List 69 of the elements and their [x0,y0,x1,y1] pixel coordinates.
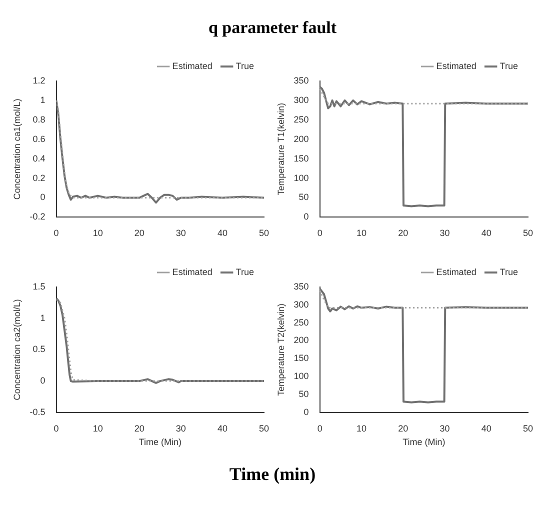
y-tick-label: 0 [304,212,309,222]
y-tick-label: 350 [294,281,309,292]
x-tick-label: 0 [317,423,322,434]
y-tick-label: 1.5 [32,281,46,292]
y-tick-label: 0 [40,376,46,386]
x-tick-label: 0 [54,228,59,238]
x-tick-label: 40 [217,228,228,238]
x-tick-label: 0 [54,423,59,434]
y-tick-label: 0.4 [32,153,46,164]
y-tick-label: 350 [294,75,309,86]
y-tick-label: 50 [298,192,309,202]
x-tick-label: 50 [522,228,533,238]
y-tick-label: 1.2 [32,75,46,86]
y-tick-label: 100 [294,172,309,183]
y-tick-label: 200 [294,335,309,346]
legend-label: True [236,60,254,71]
y-tick-label: 250 [294,317,309,328]
y-tick-label: 200 [294,134,309,144]
y-tick-label: -0.5 [30,406,46,417]
x-axis-title: Time (Min) [402,437,446,448]
y-tick-label: 50 [298,388,309,399]
x-tick-label: 0 [317,228,322,238]
y-tick-label: 0 [304,406,309,417]
x-tick-label: 10 [356,228,366,238]
legend-label: Estimated [436,266,476,277]
x-tick-label: 10 [356,423,366,434]
y-tick-label: -0.2 [30,212,46,222]
y-tick-label: 150 [294,153,309,164]
x-tick-label: 20 [398,423,408,434]
y-tick-label: 300 [294,94,309,105]
y-tick-label: 0.8 [32,114,46,124]
y-tick-label: 0.5 [32,344,46,354]
text: Time (min) [228,463,317,485]
y-tick-label: 150 [294,353,309,364]
legend-label: Estimated [172,60,212,71]
y-tick-label: 0.6 [32,134,46,144]
x-tick-label: 40 [481,228,492,238]
x-tick-label: 20 [134,228,144,238]
x-tick-label: 40 [481,423,492,434]
x-tick-label: 50 [258,423,269,434]
y-tick-label: 1 [40,94,46,105]
x-tick-label: 30 [440,228,450,238]
chart-title: q parameter fault [207,17,338,39]
y-tick-label: 0 [40,192,46,202]
x-tick-label: 30 [176,228,186,238]
legend-label: Estimated [436,60,476,71]
x-tick-label: 10 [92,423,103,434]
legend-label: True [500,60,518,71]
y-tick-label: 250 [294,114,309,124]
legend-label: True [500,266,518,277]
x-tick-label: 10 [92,228,103,238]
y-axis-title: Temperature T1(kelvin) [276,102,286,196]
y-axis-title: Temperature T2(kelvin) [276,304,286,396]
legend-label: Estimated [172,266,212,277]
x-axis-title: Time (Min) [138,437,182,448]
x-tick-label: 20 [134,423,144,434]
y-axis-title: Concentration ca1(mol/L) [12,98,22,200]
y-tick-label: 100 [294,371,309,382]
x-tick-label: 40 [217,423,228,434]
x-tick-label: 20 [398,228,408,238]
y-tick-label: 1 [40,312,46,323]
y-axis-title: Concentration ca2(mol/L) [12,299,22,400]
y-tick-label: 0.2 [32,172,46,183]
x-tick-label: 50 [258,228,269,238]
x-tick-label: 30 [176,423,186,434]
x-tick-label: 50 [522,423,533,434]
legend-label: True [236,266,254,277]
y-tick-label: 300 [294,299,309,310]
x-tick-label: 30 [440,423,450,434]
